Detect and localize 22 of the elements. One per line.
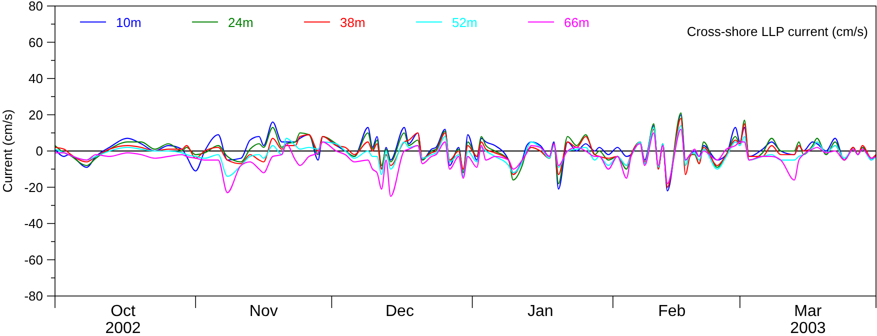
x-tick-label: Nov — [249, 303, 278, 320]
legend-label: 66m — [564, 15, 590, 30]
y-tick-label: -80 — [24, 288, 43, 304]
x-tick-label: Dec — [386, 303, 414, 320]
annotation: Cross-shore LLP current (cm/s) — [686, 24, 868, 39]
y-tick-label: 0 — [36, 144, 43, 159]
y-tick-label: -40 — [24, 216, 43, 232]
y-axis-title: Current (cm/s) — [0, 109, 15, 193]
x-tick-label: Oct 2002 — [105, 303, 141, 336]
legend-label: 38m — [340, 15, 366, 30]
x-tick-label: Jan — [527, 303, 554, 320]
x-tick-label: Mar 2003 — [790, 303, 826, 336]
y-tick-label: 20 — [28, 107, 43, 122]
y-tick-label: 80 — [28, 0, 43, 14]
legend-label: 52m — [452, 15, 478, 30]
legend-label: 10m — [116, 15, 142, 30]
y-tick-label: -20 — [24, 180, 43, 195]
y-tick-label: 40 — [28, 71, 43, 86]
y-tick-label: -60 — [24, 252, 43, 268]
y-tick-label: 60 — [28, 34, 43, 50]
x-tick-label: Feb — [658, 303, 686, 320]
legend-label: 24m — [228, 15, 254, 30]
